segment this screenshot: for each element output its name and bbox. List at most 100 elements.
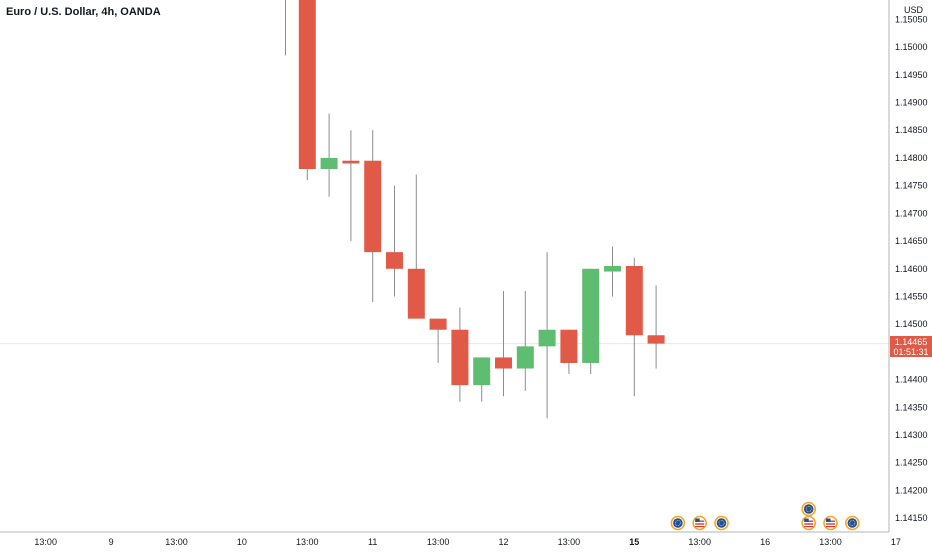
event-flag-canton <box>804 518 809 522</box>
event-flag-fill <box>716 518 727 528</box>
candle-body <box>582 268 600 363</box>
candle-down[interactable] <box>429 318 447 363</box>
candle-down[interactable] <box>625 257 643 397</box>
event-flag-stars <box>674 520 681 527</box>
x-tick-label: 13:00 <box>34 537 57 547</box>
y-tick-label: 1.14600 <box>895 264 928 274</box>
candle-body <box>516 346 534 369</box>
event-us-flag-icon[interactable] <box>823 515 838 531</box>
candle-up[interactable] <box>473 357 491 402</box>
candle-up[interactable] <box>538 252 556 419</box>
candle-down[interactable] <box>560 329 578 375</box>
candle-body <box>538 329 556 347</box>
x-tick-label: 13:00 <box>558 537 581 547</box>
event-flag-stripe <box>826 523 835 525</box>
candle-down[interactable] <box>364 130 382 303</box>
last-price-label: 1.14465 <box>895 337 928 347</box>
candle-down[interactable] <box>342 130 360 242</box>
event-us-flag-icon[interactable] <box>801 515 817 531</box>
event-flag-stars <box>805 505 812 512</box>
x-tick-label: 13:00 <box>819 537 842 547</box>
y-tick-label: 1.14950 <box>895 70 928 80</box>
candle-body <box>625 266 643 336</box>
candle-body <box>320 157 338 170</box>
candle-down[interactable] <box>298 0 316 181</box>
event-flag-stars <box>849 520 856 527</box>
x-tick-label: 13:00 <box>296 537 319 547</box>
x-tick-label: 11 <box>368 537 377 547</box>
candle-body <box>364 160 382 253</box>
y-tick-label: 1.14750 <box>895 181 928 191</box>
candle-body <box>407 268 425 319</box>
chart-title: Euro / U.S. Dollar, 4h, OANDA <box>6 6 161 18</box>
event-eu-flag-icon[interactable] <box>801 501 817 517</box>
y-tick-label: 1.14850 <box>895 125 928 135</box>
candle-body <box>495 357 512 369</box>
x-tick-label: 10 <box>237 537 247 547</box>
event-flag-fill <box>847 518 858 528</box>
candle-body <box>560 329 578 363</box>
candle-down[interactable] <box>386 185 403 297</box>
y-tick-label: 1.14500 <box>895 319 928 329</box>
event-flag-stripe <box>826 526 835 528</box>
last-price-badge-bg <box>890 336 932 357</box>
currency-label: USD <box>904 5 924 15</box>
x-tick-label: 15 <box>629 537 639 547</box>
time-axis[interactable]: 13:00 9 13:00 10 13:00 11 13:00 12 13:00 15 13:00 1… <box>34 537 900 547</box>
price-axis[interactable]: 1.15050 1.15000 1.14950 1.14900 1.14850 1.148… <box>895 14 928 523</box>
y-tick-label: 1.14550 <box>895 291 928 301</box>
event-us-flag-icon[interactable] <box>692 515 708 531</box>
y-tick-label: 1.14300 <box>895 430 928 440</box>
candle-down[interactable] <box>647 285 665 369</box>
candle-down[interactable] <box>451 307 469 402</box>
y-tick-label: 1.15000 <box>895 42 928 52</box>
y-tick-label: 1.14400 <box>895 375 928 385</box>
event-flag-canton <box>695 518 700 522</box>
candle-down[interactable] <box>277 0 294 56</box>
candle-up[interactable] <box>582 268 600 375</box>
y-tick-label: 1.15050 <box>895 14 928 24</box>
last-price-badge: 1.14465 01:51:31 <box>890 336 932 357</box>
y-tick-label: 1.14900 <box>895 98 928 108</box>
candle-body <box>342 160 360 164</box>
y-tick-label: 1.14650 <box>895 236 928 246</box>
candle-body <box>647 335 665 344</box>
event-flag-stripe <box>804 523 814 525</box>
event-flag-stars <box>718 520 725 527</box>
event-eu-flag-icon[interactable] <box>844 515 860 531</box>
y-tick-label: 1.14800 <box>895 153 928 163</box>
event-flag-stripe <box>695 526 705 528</box>
y-tick-label: 1.14700 <box>895 208 928 218</box>
y-tick-label: 1.14200 <box>895 485 928 495</box>
candle-up[interactable] <box>604 246 621 297</box>
event-flag-fill <box>673 518 683 528</box>
candles-layer <box>277 0 665 419</box>
candle-body <box>429 318 447 330</box>
y-tick-label: 1.14150 <box>895 513 928 523</box>
event-flag-stripe <box>804 526 814 528</box>
candle-up[interactable] <box>320 113 338 197</box>
candle-up[interactable] <box>516 290 534 391</box>
x-tick-label: 13:00 <box>688 537 711 547</box>
candle-body <box>473 357 491 386</box>
candle-body <box>451 329 469 386</box>
event-eu-flag-icon[interactable] <box>670 515 686 531</box>
x-tick-label: 9 <box>109 537 114 547</box>
candle-down[interactable] <box>407 174 425 319</box>
event-flag-stripe <box>695 523 705 525</box>
events-layer <box>670 501 860 531</box>
candle-body <box>298 0 316 170</box>
event-flag-canton <box>826 518 831 522</box>
event-flag-fill <box>803 504 814 514</box>
candle-body <box>604 266 621 272</box>
x-tick-label: 12 <box>498 537 508 547</box>
x-tick-label: 17 <box>891 537 901 547</box>
x-tick-label: 13:00 <box>165 537 188 547</box>
x-tick-label: 13:00 <box>427 537 450 547</box>
x-tick-label: 16 <box>760 537 770 547</box>
candle-down[interactable] <box>495 290 512 397</box>
candle-body <box>386 252 403 269</box>
event-eu-flag-icon[interactable] <box>714 515 729 531</box>
